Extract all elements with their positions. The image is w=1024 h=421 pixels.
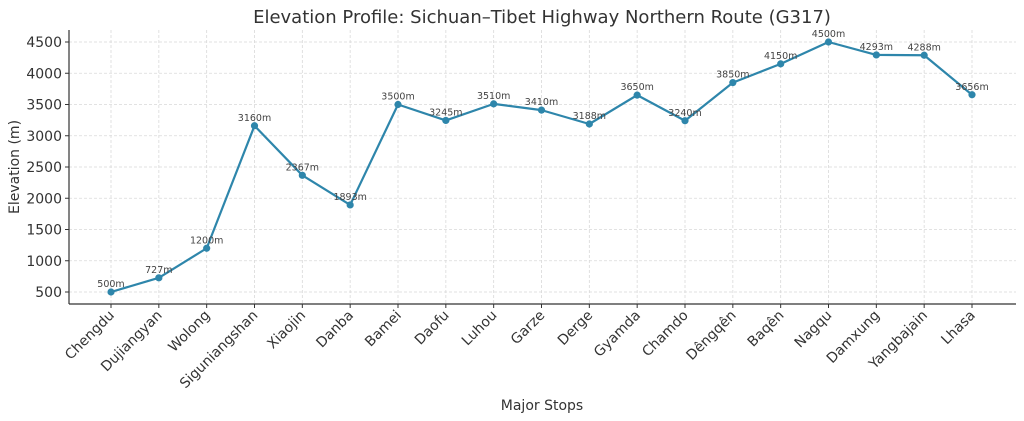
data-point-marker	[729, 79, 737, 87]
data-point-label: 3510m	[477, 91, 510, 102]
data-point-label: 4293m	[860, 42, 893, 53]
y-tick-label: 4000	[26, 66, 62, 82]
x-tick-label: Luhou	[459, 308, 501, 350]
x-tick-label: Gyamda	[591, 308, 644, 361]
data-point-marker	[155, 274, 163, 282]
data-point-marker	[203, 244, 211, 252]
x-tick-label: Derge	[555, 308, 596, 349]
data-point-marker	[968, 91, 976, 99]
data-point-marker	[585, 120, 593, 128]
x-tick-label: Wolong	[166, 308, 214, 356]
data-point-marker	[824, 38, 833, 46]
data-point-marker	[633, 91, 641, 99]
x-tick-label: Dêngqên	[683, 308, 739, 364]
data-point-label: 3650m	[620, 82, 653, 93]
x-tick-label: Bamei	[362, 308, 405, 351]
y-tick-label: 4500	[26, 35, 62, 51]
data-point-label: 500m	[97, 279, 124, 290]
data-point-label: 4150m	[764, 51, 797, 62]
y-axis-label: Elevation (m)	[7, 120, 23, 214]
data-point-marker	[394, 100, 402, 109]
data-point-label: 1200m	[190, 235, 223, 246]
data-point-label: 3410m	[525, 97, 558, 108]
data-point-label: 3656m	[955, 82, 988, 93]
data-point-marker	[777, 60, 785, 68]
data-point-label: 4500m	[812, 29, 845, 40]
data-point-marker	[681, 117, 689, 125]
x-tick-label: Xiaojin	[264, 308, 309, 353]
data-point-marker	[872, 51, 880, 59]
x-tick-label: Daofu	[412, 308, 453, 349]
y-tick-label: 2000	[26, 191, 62, 207]
data-point-marker	[250, 122, 259, 130]
y-tick-label: 1000	[26, 254, 62, 270]
data-point-marker	[537, 106, 546, 114]
grid-lines	[69, 30, 1016, 304]
chart-title: Elevation Profile: Sichuan–Tibet Highway…	[253, 7, 831, 28]
data-point-label: 3240m	[668, 108, 701, 119]
y-axis-ticks: 500 1000 1500 2000 2500 3000 3500 4000 4500	[26, 35, 69, 301]
elevation-series: 500m 727m 1200m 3160m 2367m 1893m 3500m 3245m 35…	[97, 29, 989, 296]
x-tick-label: Danba	[313, 308, 357, 352]
x-tick-label: Garze	[508, 308, 548, 348]
data-point-marker	[346, 201, 354, 209]
y-tick-label: 500	[35, 285, 62, 301]
data-point-marker	[490, 100, 498, 108]
data-point-label: 3500m	[381, 92, 414, 103]
y-tick-label: 1500	[26, 223, 62, 239]
x-tick-label: Baqên	[745, 308, 788, 351]
data-point-label: 2367m	[286, 162, 319, 173]
data-point-label: 4288m	[907, 42, 940, 53]
y-tick-label: 2500	[26, 160, 62, 176]
data-point-label: 727m	[145, 265, 172, 276]
data-point-marker	[298, 171, 306, 179]
y-tick-label: 3500	[26, 98, 62, 114]
data-point-label: 3850m	[716, 70, 749, 81]
data-point-label: 3188m	[573, 111, 606, 122]
x-tick-label: Lhasa	[938, 308, 978, 348]
data-point-marker	[920, 51, 928, 59]
data-point-marker	[442, 116, 450, 125]
data-point-label: 3245m	[429, 107, 462, 118]
data-point-label: 3160m	[238, 113, 271, 124]
data-point-label: 1893m	[333, 192, 366, 203]
x-axis-label: Major Stops	[501, 398, 583, 414]
y-tick-label: 3000	[26, 129, 62, 145]
x-tick-label: Nagqu	[792, 308, 836, 352]
data-point-marker	[107, 288, 115, 296]
